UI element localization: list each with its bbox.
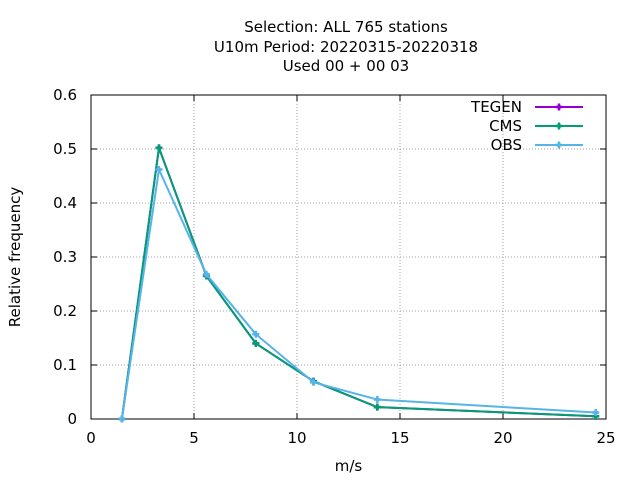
data-point-dot	[375, 397, 380, 402]
y-tick-label: 0.2	[53, 302, 77, 320]
data-point-dot	[253, 332, 258, 337]
series-obs	[118, 166, 600, 423]
legend-label: TEGEN	[470, 98, 522, 116]
x-tick-label: 25	[596, 429, 615, 447]
data-point-dot	[204, 272, 209, 277]
x-tick-label: 10	[287, 429, 306, 447]
y-tick-label: 0.1	[53, 356, 77, 374]
series-layer	[118, 144, 600, 423]
title-line-3: Used 00 + 00 03	[283, 57, 409, 75]
x-tick-label: 0	[86, 429, 96, 447]
series-cms	[118, 144, 600, 423]
series-line	[120, 147, 596, 420]
axis-ticks: 0 5 10 15 20 25 0 0.1 0.2 0.3 0.4 0.5 0.6	[53, 86, 615, 447]
data-point-dot	[156, 167, 162, 172]
y-tick-label: 0.6	[53, 86, 77, 104]
x-tick-label: 20	[493, 429, 512, 447]
y-axis-label: Relative frequency	[6, 187, 24, 328]
data-point-dot	[593, 410, 598, 415]
y-tick-label: 0.4	[53, 194, 77, 212]
y-tick-label: 0.3	[53, 248, 77, 266]
data-point-dot	[253, 341, 258, 346]
series-line	[120, 166, 596, 420]
title-line-2: U10m Period: 20220315-20220318	[214, 38, 478, 56]
data-point-dot	[375, 404, 380, 410]
legend-item: OBS	[491, 136, 583, 154]
legend-item: TEGEN	[470, 98, 583, 116]
x-tick-label: 5	[189, 429, 199, 447]
title-line-1: Selection: ALL 765 stations	[244, 18, 448, 36]
legend-marker-dot	[556, 123, 562, 129]
legend-item: CMS	[489, 117, 583, 135]
x-axis-label: m/s	[335, 457, 363, 475]
y-tick-label: 0.5	[53, 140, 77, 158]
legend-marker-dot	[556, 104, 562, 110]
series-line	[120, 147, 596, 420]
x-tick-label: 15	[390, 429, 409, 447]
chart-title: Selection: ALL 765 stations U10m Period:…	[214, 18, 478, 75]
data-point-dot	[156, 145, 162, 151]
series-tegen	[118, 144, 600, 423]
grid	[91, 95, 606, 419]
data-point-dot	[119, 416, 125, 422]
legend-marker-dot	[556, 142, 562, 148]
y-tick-label: 0	[67, 410, 77, 428]
plot-area	[90, 94, 607, 420]
legend-label: CMS	[489, 117, 522, 135]
data-point-dot	[311, 380, 316, 385]
legend-label: OBS	[491, 136, 522, 154]
